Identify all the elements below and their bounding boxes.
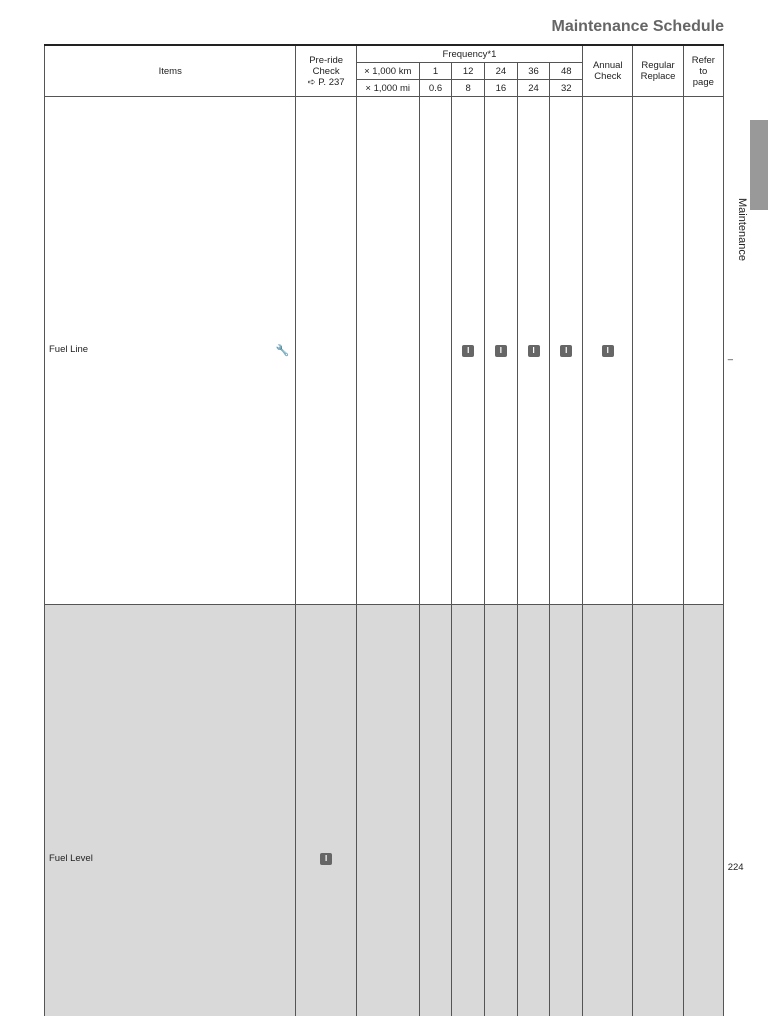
pre-ride-cell: I [296, 605, 356, 1016]
page-ref: – [683, 97, 723, 605]
freq-cell [419, 605, 452, 1016]
freq-cell: I [517, 97, 550, 605]
I-badge-icon: I [462, 345, 474, 357]
hdr-regular: RegularReplace [633, 45, 683, 97]
hdr-unit-mi: × 1,000 mi [356, 80, 419, 97]
freq-cell [517, 605, 550, 1016]
table-body: Fuel Line🔧IIIII–Fuel LevelI224Throttle O… [45, 97, 724, 1016]
I-badge-icon: I [495, 345, 507, 357]
page-title: Maintenance Schedule [44, 18, 724, 36]
regular-cell [633, 97, 683, 605]
freq-cell: I [550, 97, 583, 605]
I-badge-icon: I [320, 853, 332, 865]
table-row: Fuel Line🔧 I I I I I – [45, 97, 724, 605]
hdr-refer: Refertopage [683, 45, 723, 97]
freq-cell [452, 605, 485, 1016]
I-badge-icon: I [560, 345, 572, 357]
side-tab: Maintenance [750, 120, 768, 210]
hdr-unit-km: × 1,000 km [356, 63, 419, 80]
freq-cell: I [485, 97, 518, 605]
side-tab-label: Maintenance [736, 198, 748, 261]
page-ref: 224 [683, 605, 723, 1016]
I-badge-icon: I [602, 345, 614, 357]
hdr-preride: Pre-rideCheck➪ P. 237 [296, 45, 356, 97]
hdr-items: Items [45, 45, 296, 97]
freq-cell: I [452, 97, 485, 605]
pre-ride-cell [296, 97, 356, 605]
freq-cell [419, 97, 452, 605]
table-header: Items Pre-rideCheck➪ P. 237 Frequency*1 … [45, 45, 724, 97]
hdr-frequency: Frequency*1 [356, 45, 582, 63]
table-row: Fuel Level I 224 [45, 605, 724, 1016]
I-badge-icon: I [528, 345, 540, 357]
freq-cell [550, 605, 583, 1016]
hdr-annual: AnnualCheck [583, 45, 633, 97]
item-name: Fuel Level [45, 605, 296, 1016]
item-name: Fuel Line🔧 [45, 97, 296, 605]
annual-cell: I [583, 97, 633, 605]
freq-cell [485, 605, 518, 1016]
annual-cell [583, 605, 633, 1016]
regular-cell [633, 605, 683, 1016]
maintenance-table: Items Pre-rideCheck➪ P. 237 Frequency*1 … [44, 44, 724, 1016]
